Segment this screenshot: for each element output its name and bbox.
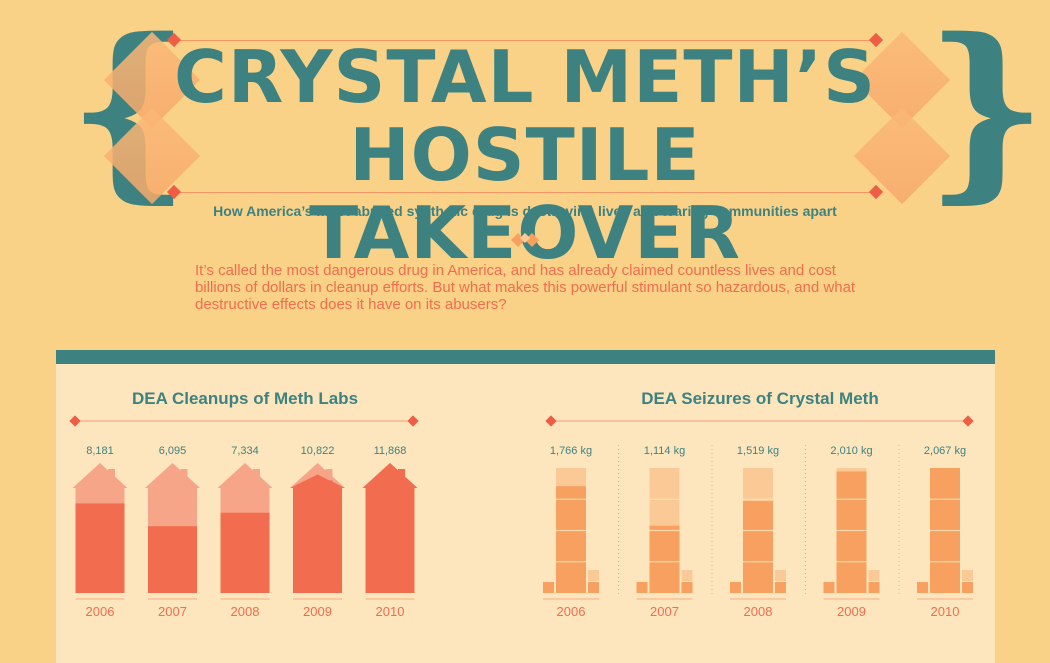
bar bbox=[649, 525, 680, 593]
small-block bbox=[868, 582, 880, 593]
small-block bbox=[636, 582, 648, 593]
small-block bbox=[681, 582, 693, 593]
small-diamonds-icon bbox=[511, 233, 539, 247]
x-tick-label: 2008 bbox=[744, 604, 773, 619]
data-label: 6,095 bbox=[159, 445, 187, 457]
small-block bbox=[588, 582, 599, 593]
bar bbox=[220, 512, 270, 593]
x-tick-label: 2009 bbox=[303, 604, 332, 619]
small-block bbox=[962, 582, 973, 593]
bar bbox=[293, 488, 342, 593]
small-block bbox=[823, 582, 835, 593]
page-title: CRYSTAL METH’S HOSTILE TAKEOVER bbox=[170, 38, 880, 272]
house-chimney bbox=[253, 469, 260, 483]
small-block bbox=[730, 582, 741, 593]
data-label: 10,822 bbox=[301, 445, 335, 457]
small-block bbox=[681, 570, 693, 581]
panel-top-bar bbox=[56, 350, 995, 364]
title-line-2: HOSTILE TAKEOVER bbox=[309, 113, 741, 275]
small-block bbox=[917, 582, 928, 593]
header: { } CRYSTAL METH’S HOSTILE TAKEOVER How … bbox=[68, 0, 1048, 314]
small-block bbox=[543, 582, 554, 593]
title-rule-bottom bbox=[178, 192, 874, 193]
title-line-1: CRYSTAL METH’S bbox=[174, 35, 876, 119]
x-tick-label: 2007 bbox=[650, 604, 679, 619]
intro-text: It’s called the most dangerous drug in A… bbox=[195, 262, 856, 313]
x-tick-label: 2006 bbox=[557, 604, 586, 619]
title-rule-seizures-end bbox=[545, 415, 557, 427]
title-rule-cleanups-end bbox=[407, 415, 419, 427]
bar bbox=[75, 503, 125, 593]
data-label: 2,067 kg bbox=[924, 445, 966, 457]
bar-chimney bbox=[398, 469, 405, 483]
small-block bbox=[588, 570, 599, 581]
bar bbox=[365, 488, 415, 593]
title-rule-top bbox=[178, 40, 874, 41]
data-label: 1,766 kg bbox=[550, 445, 592, 457]
house-roof bbox=[72, 463, 128, 488]
house-chimney bbox=[180, 469, 188, 483]
right-brace: } bbox=[925, 0, 1048, 220]
x-tick-label: 2010 bbox=[376, 604, 405, 619]
small-block bbox=[775, 570, 786, 581]
data-label: 1,519 kg bbox=[737, 445, 779, 457]
house-roof bbox=[217, 463, 273, 488]
bar bbox=[362, 463, 418, 488]
house-roof bbox=[145, 463, 200, 488]
small-block bbox=[962, 570, 973, 581]
small-block bbox=[775, 582, 786, 593]
chart-title-seizures: DEA Seizures of Crystal Meth bbox=[641, 389, 879, 408]
title-rule-cleanups-end bbox=[69, 415, 81, 427]
house-chimney bbox=[325, 469, 333, 483]
chart-title-cleanups: DEA Cleanups of Meth Labs bbox=[131, 389, 359, 408]
bar bbox=[836, 471, 867, 593]
data-label: 1,114 kg bbox=[644, 445, 685, 457]
data-label: 11,868 bbox=[374, 445, 407, 457]
bar bbox=[743, 501, 773, 593]
x-tick-label: 2009 bbox=[837, 604, 866, 619]
bar bbox=[556, 486, 586, 593]
small-block bbox=[868, 570, 880, 581]
x-tick-label: 2007 bbox=[158, 604, 187, 619]
bar bbox=[148, 526, 197, 593]
data-label: 2,010 kg bbox=[830, 445, 872, 457]
subtitle: How America’s most abused synthetic drug… bbox=[213, 203, 837, 219]
data-label: 8,181 bbox=[86, 445, 114, 457]
x-tick-label: 2010 bbox=[931, 604, 960, 619]
x-tick-label: 2006 bbox=[86, 604, 115, 619]
x-tick-label: 2008 bbox=[231, 604, 260, 619]
title-rule-seizures-end bbox=[962, 415, 974, 427]
house-chimney bbox=[108, 469, 115, 483]
data-label: 7,334 bbox=[231, 445, 259, 457]
bar-chimney bbox=[325, 480, 333, 495]
